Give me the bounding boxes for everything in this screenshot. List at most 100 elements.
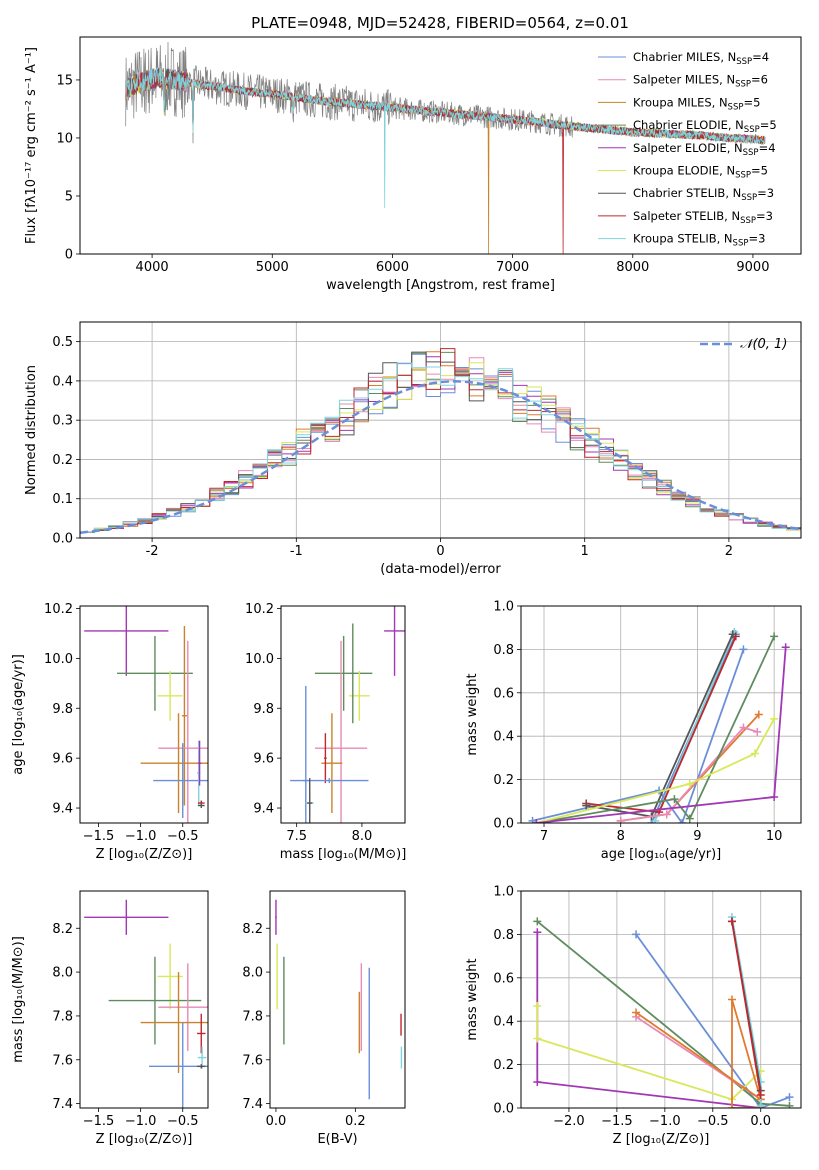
- legend-label: Salpeter STELIB, NSSP=3: [633, 209, 773, 226]
- legend-label: 𝒩(0, 1): [740, 337, 787, 352]
- mass-weight-vs-Z-ytick-label: 1.0: [493, 885, 514, 900]
- spectrum-legend: Chabrier MILES, NSSP=4 Salpeter MILES, NS…: [598, 50, 777, 249]
- mass-vs-Z-xtick-label: −0.5: [167, 1114, 199, 1129]
- age-vs-Z-ytick-label: 10.0: [44, 652, 73, 667]
- spectrum-xtick-label: 4000: [136, 260, 169, 275]
- weight-marker: [533, 917, 542, 926]
- weight-marker: [754, 710, 763, 719]
- mass-vs-Z-border: [79, 890, 209, 1109]
- mass-weight-vs-Z-ytick-label: 0.4: [493, 1015, 514, 1030]
- age-vs-mass-frame: 7.5 8.0 9.4 9.6 9.8 10.0 10.2 mass [log₁₀(M/M⊙)…: [245, 602, 406, 862]
- weight-marker: [632, 930, 641, 939]
- weight-marker: [533, 1002, 542, 1011]
- age-vs-Z-ytick-label: 9.6: [52, 752, 73, 767]
- mass-weight-vs-age-ytick-label: 1.0: [493, 600, 514, 615]
- age-vs-Z-ytick-label: 10.2: [44, 602, 73, 617]
- mass-weight-vs-age-ylabel: mass weight: [465, 673, 480, 755]
- weight-marker: [750, 749, 759, 758]
- legend-value: =6: [751, 73, 768, 87]
- weight-marker: [770, 792, 779, 801]
- mass-vs-Z-ytick-label: 8.2: [52, 922, 73, 937]
- legend-value: =4: [752, 50, 769, 64]
- mass-vs-EBV-xlabel: E(B-V): [317, 1132, 357, 1147]
- normal-curve: [80, 380, 801, 534]
- residuals-ylabel: Normed distribution: [24, 365, 39, 495]
- weight-marker: [785, 1101, 794, 1108]
- spectrum-ytick-label: 5: [65, 189, 73, 204]
- age-vs-mass-ytick-label: 10.2: [245, 602, 274, 617]
- legend-label: Kroupa MILES, NSSP=5: [633, 95, 760, 112]
- weight-marker: [632, 1008, 641, 1017]
- age-vs-mass-xtick-label: 7.5: [286, 829, 307, 844]
- mass-weight-vs-Z-frame: −2.0 −1.5 −1.0 −0.5 0.0 0.0 0.2 0.4 0.6 0.8 1.0 Z […: [465, 885, 802, 1147]
- legend-subscript: SSP: [736, 57, 752, 67]
- age-vs-Z-plot-area: [84, 606, 208, 823]
- spectrum-xtick-label: 9000: [736, 260, 769, 275]
- age-vs-mass-xtick-label: 8.0: [352, 829, 373, 844]
- spectrum-ylabel: Flux [fλ10⁻¹⁷ erg cm⁻² s⁻¹ A⁻¹]: [24, 47, 39, 244]
- weight-marker: [727, 1104, 736, 1108]
- weight-line: [635, 933, 790, 1108]
- residuals-xtick-label: 2: [725, 544, 733, 559]
- age-vs-Z-frame: −1.5 −1.0 −0.5 9.4 9.6 9.8 10.0 10.2 Z [log₁₀(Z/…: [11, 602, 209, 862]
- residuals-ytick-label: 0.3: [52, 414, 73, 429]
- weight-marker: [739, 645, 748, 654]
- mass-weight-vs-age-xtick-label: 8: [617, 829, 625, 844]
- residuals-ytick-label: 0.5: [52, 335, 73, 350]
- mass-weight-vs-Z-ytick-label: 0.2: [493, 1058, 514, 1073]
- legend-label: Salpeter MILES, NSSP=6: [633, 73, 768, 90]
- mass-weight-vs-Z-xtick-label: −0.5: [697, 1114, 729, 1129]
- mass-weight-vs-age-border: [520, 605, 802, 824]
- legend-subscript: SSP: [735, 171, 751, 181]
- legend-value: =3: [748, 232, 765, 246]
- weight-marker: [582, 801, 591, 810]
- age-vs-Z-xlabel: Z [log₁₀(Z/Z⊙)]: [96, 847, 193, 862]
- legend-value: =3: [757, 186, 774, 200]
- spectrum-model-line: [125, 67, 766, 209]
- mass-vs-Z-xtick-label: −1.5: [83, 1114, 115, 1129]
- legend-label: Chabrier ELODIE, NSSP=5: [633, 118, 777, 135]
- spectrum-xtick-label: 5000: [256, 260, 289, 275]
- mass-weight-vs-age-ytick-label: 0.6: [493, 686, 514, 701]
- mass-weight-vs-age-xtick-label: 7: [540, 829, 548, 844]
- residuals-frame: -2 -1 0 1 2 0.0 0.1 0.2 0.3 0.4 0.5 (data-model)/er…: [24, 321, 802, 577]
- residuals-xtick-label: -2: [146, 544, 159, 559]
- spectrum-xtick-label: 7000: [496, 260, 529, 275]
- mass-vs-EBV-ytick-label: 8.2: [242, 922, 263, 937]
- residuals-xtick-label: 0: [436, 544, 444, 559]
- age-vs-Z-xtick-label: −1.5: [83, 829, 115, 844]
- mass-weight-vs-age-frame: 7 8 9 10 0.0 0.2 0.4 0.6 0.8 1.0 age [log₁₀(age/yr…: [465, 600, 802, 862]
- legend-subscript: SSP: [733, 239, 749, 249]
- residuals-ytick-label: 0.2: [52, 453, 73, 468]
- legend-label: Salpeter ELODIE, NSSP=4: [633, 141, 776, 158]
- legend-subscript: SSP: [744, 125, 760, 135]
- mass-vs-Z-ytick-label: 7.4: [52, 1097, 73, 1112]
- age-vs-mass-ytick-label: 9.4: [253, 802, 274, 817]
- legend-label: Chabrier MILES, NSSP=4: [633, 50, 769, 67]
- mass-weight-vs-Z-xtick-label: −1.0: [649, 1114, 681, 1129]
- spectrum-ytick-label: 10: [56, 131, 73, 146]
- mass-vs-EBV-xtick-label: 0.0: [266, 1114, 287, 1129]
- mass-weight-vs-age-xtick-label: 9: [693, 829, 701, 844]
- mass-weight-vs-age-ytick-label: 0.2: [493, 773, 514, 788]
- mass-weight-vs-age-ytick-label: 0.0: [493, 817, 514, 832]
- weight-marker: [533, 1034, 542, 1043]
- mass-weight-vs-age-xlabel: age [log₁₀(age/yr)]: [601, 847, 722, 862]
- mass-weight-vs-Z-ytick-label: 0.6: [493, 971, 514, 986]
- spectrum-xtick-label: 8000: [616, 260, 649, 275]
- spectrum-ytick-label: 15: [56, 73, 73, 88]
- mass-vs-EBV-ytick-label: 7.8: [242, 1009, 263, 1024]
- legend-subscript: SSP: [743, 148, 759, 158]
- mass-weight-vs-age-plot-area: [528, 628, 790, 823]
- mass-weight-vs-age-xtick-label: 10: [766, 829, 783, 844]
- age-vs-mass-ytick-label: 10.0: [245, 652, 274, 667]
- weight-marker: [728, 630, 737, 639]
- mass-weight-vs-Z-xtick-label: −2.0: [553, 1114, 585, 1129]
- mass-weight-vs-Z-border: [520, 890, 802, 1109]
- weight-marker: [770, 714, 779, 723]
- weight-marker: [753, 727, 762, 736]
- residuals-legend: 𝒩(0, 1): [700, 337, 787, 352]
- weight-line: [731, 921, 762, 1096]
- mass-vs-Z-ytick-label: 7.8: [52, 1009, 73, 1024]
- mass-vs-EBV-ytick-label: 8.0: [242, 966, 263, 981]
